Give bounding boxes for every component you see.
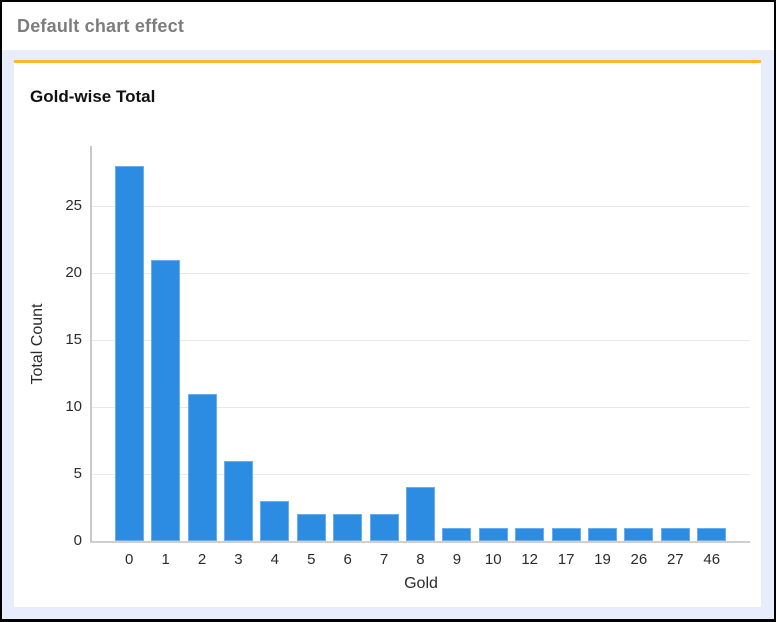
x-axis-title: Gold bbox=[404, 575, 438, 592]
x-tick-label: 4 bbox=[270, 551, 279, 568]
bar-slot bbox=[439, 146, 475, 541]
x-tick-label: 10 bbox=[484, 551, 502, 568]
y-tick-label: 15 bbox=[65, 331, 82, 349]
bar-26 bbox=[624, 527, 654, 541]
page-body: Gold-wise Total 0 5 10 15 20 25 0 1 2 3 4 5 6 7 8 9 10 1… bbox=[2, 50, 774, 619]
bar-9 bbox=[442, 527, 472, 541]
x-tick-label: 17 bbox=[557, 551, 575, 568]
bar-slot bbox=[621, 146, 657, 541]
y-tick-label: 0 bbox=[73, 532, 82, 549]
x-tick-label: 7 bbox=[379, 551, 389, 568]
x-tick-label: 0 bbox=[125, 551, 134, 568]
bar-slot bbox=[147, 146, 183, 541]
x-tick-label: 27 bbox=[666, 551, 684, 568]
bar-slot bbox=[366, 146, 402, 541]
bar-17 bbox=[551, 527, 581, 541]
bar-1 bbox=[151, 259, 181, 541]
bar-slot bbox=[584, 146, 620, 541]
chart-title: Gold-wise Total bbox=[30, 87, 156, 106]
bars-container bbox=[111, 146, 730, 541]
y-axis-line bbox=[90, 146, 92, 541]
x-tick-label: 19 bbox=[594, 551, 611, 568]
x-tick-label: 5 bbox=[307, 551, 316, 568]
x-tick-label: 26 bbox=[630, 551, 648, 568]
bar-slot bbox=[220, 146, 256, 541]
bar-7 bbox=[369, 514, 399, 541]
y-tick-label: 5 bbox=[73, 465, 82, 483]
bar-slot bbox=[511, 146, 547, 541]
gridline bbox=[92, 474, 750, 476]
bar-12 bbox=[515, 527, 545, 541]
bar-5 bbox=[296, 514, 326, 541]
bar-slot bbox=[694, 146, 730, 541]
x-axis-ticks: 0 1 2 3 4 5 6 7 8 9 10 12 17 19 26 27 46 bbox=[111, 551, 730, 568]
bar-8 bbox=[405, 487, 435, 541]
bar-2 bbox=[187, 393, 217, 541]
x-tick-label: 9 bbox=[452, 551, 462, 568]
x-tick-label: 3 bbox=[234, 551, 243, 568]
gridline bbox=[92, 407, 750, 409]
bar-3 bbox=[223, 460, 253, 541]
bar-slot bbox=[329, 146, 365, 541]
y-tick-label: 20 bbox=[65, 264, 82, 282]
bar-slot bbox=[475, 146, 511, 541]
x-tick-label: 2 bbox=[197, 551, 207, 568]
chart-card: Gold-wise Total 0 5 10 15 20 25 0 1 2 3 4 5 6 7 8 9 10 1… bbox=[14, 60, 761, 607]
bar-6 bbox=[333, 514, 363, 541]
bar-slot bbox=[111, 146, 147, 541]
x-tick-label: 8 bbox=[416, 551, 425, 568]
x-axis-line bbox=[90, 541, 750, 543]
gridline bbox=[92, 206, 750, 208]
y-axis-title: Total Count bbox=[29, 303, 46, 385]
bar-4 bbox=[260, 500, 290, 541]
bar-slot bbox=[657, 146, 693, 541]
titlebar: Default chart effect bbox=[2, 2, 774, 50]
bar-46 bbox=[697, 527, 727, 541]
x-tick-label: 6 bbox=[343, 551, 352, 568]
gridline bbox=[92, 340, 750, 342]
bar-slot bbox=[257, 146, 293, 541]
bar-slot bbox=[402, 146, 438, 541]
page-title: Default chart effect bbox=[17, 15, 185, 36]
y-tick-label: 10 bbox=[65, 398, 82, 416]
gridline bbox=[92, 273, 750, 275]
plot-area: 0 5 10 15 20 25 bbox=[65, 146, 750, 549]
bar-27 bbox=[660, 527, 690, 541]
x-tick-label: 46 bbox=[703, 551, 721, 568]
bar-10 bbox=[478, 527, 508, 541]
bar-slot bbox=[548, 146, 584, 541]
bar-0 bbox=[114, 166, 144, 541]
y-tick-label: 25 bbox=[65, 197, 82, 215]
bar-19 bbox=[587, 527, 617, 541]
bar-slot bbox=[184, 146, 220, 541]
x-tick-label: 1 bbox=[161, 551, 170, 568]
x-tick-label: 12 bbox=[521, 551, 539, 568]
bar-slot bbox=[293, 146, 329, 541]
